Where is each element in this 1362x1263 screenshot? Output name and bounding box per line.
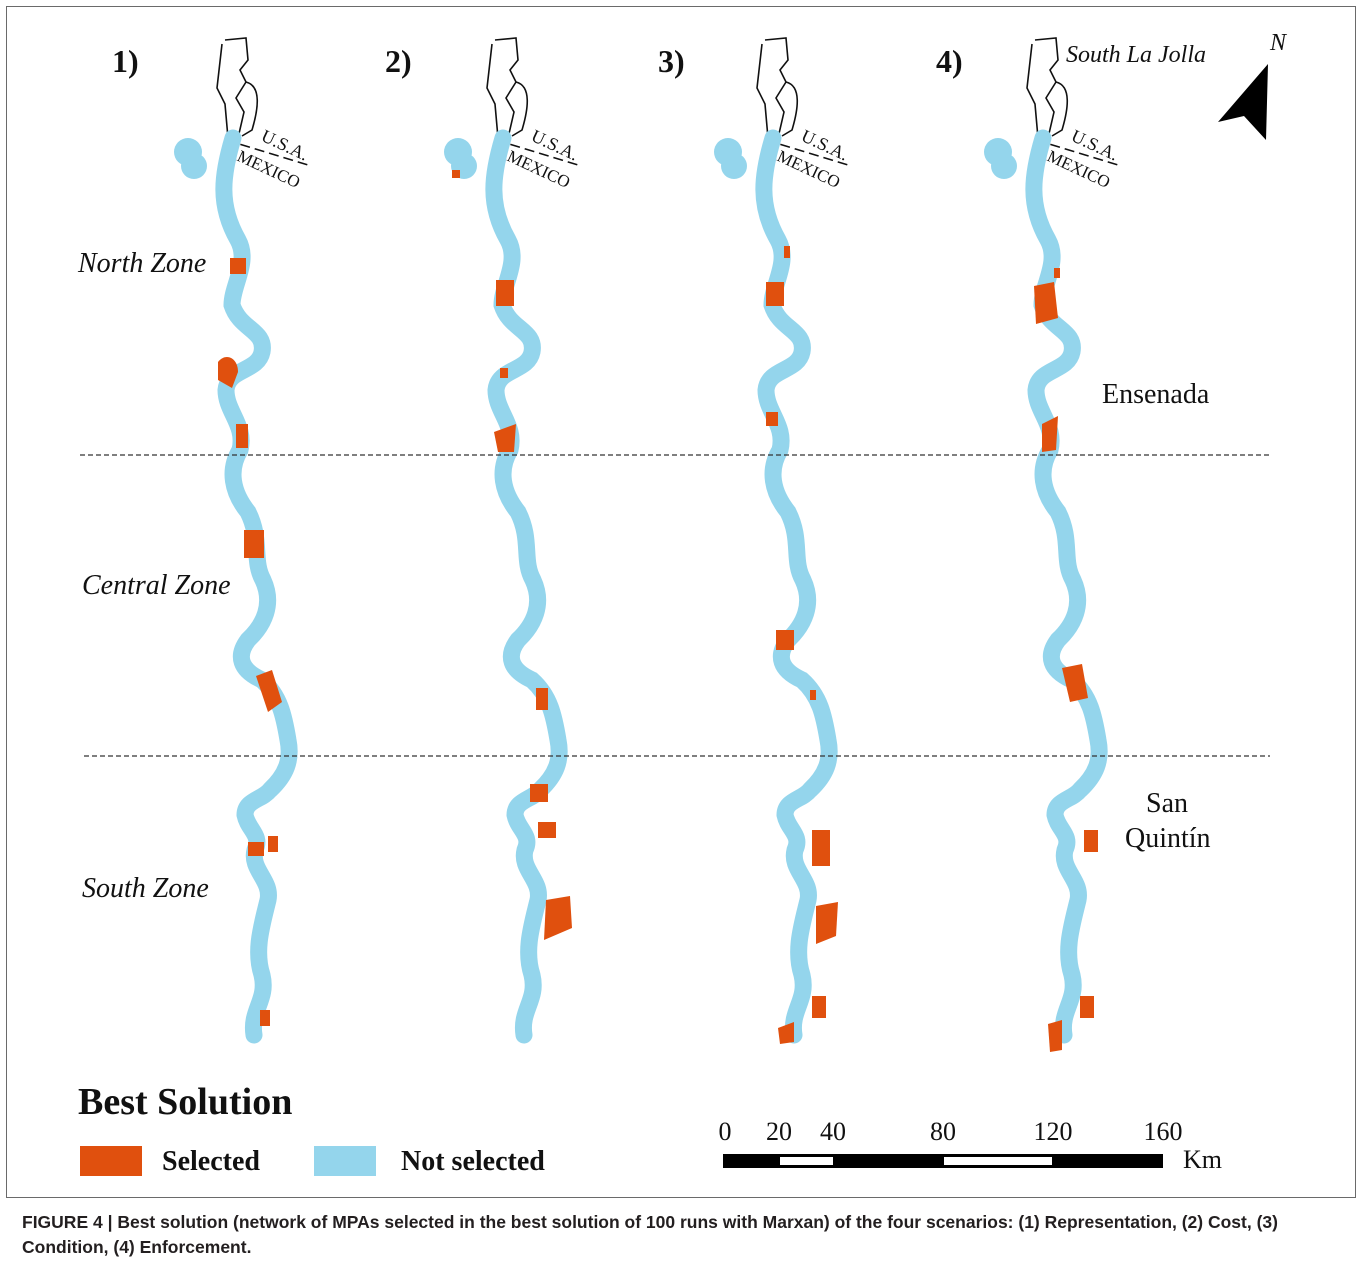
coastline-outline xyxy=(216,37,259,139)
scale-tick-label: 120 xyxy=(1034,1117,1073,1146)
scale-tick-label: 80 xyxy=(930,1117,956,1146)
figure-frame xyxy=(6,6,1356,1198)
panel-label: 4) xyxy=(936,43,963,79)
selected-units xyxy=(1034,268,1098,1052)
scale-tick-label: 0 xyxy=(719,1117,732,1146)
place-label-ensenada: Ensenada xyxy=(1102,379,1210,410)
legend-label-not-selected: Not selected xyxy=(401,1146,545,1177)
coastline-outline xyxy=(1026,37,1069,139)
panel-label: 3) xyxy=(658,43,685,79)
scale-bar: 0 20 40 80 120 160 Km xyxy=(719,1117,1223,1174)
zone-label-north: North Zone xyxy=(77,248,206,279)
place-label-quintin: Quintín xyxy=(1125,823,1211,854)
selected-units xyxy=(218,258,282,1026)
legend: Best Solution Selected Not selected xyxy=(78,1081,545,1177)
zone-label-central: Central Zone xyxy=(82,570,231,601)
not-selected-strip xyxy=(1034,138,1099,1035)
place-label-south-la-jolla: South La Jolla xyxy=(1066,42,1206,68)
selected-units xyxy=(766,246,838,1044)
map-panel-4: 4) U.S.A. MEXICO xyxy=(936,37,1122,1052)
scale-tick-label: 20 xyxy=(766,1117,792,1146)
scale-tick-label: 40 xyxy=(820,1117,846,1146)
scale-unit: Km xyxy=(1183,1145,1222,1174)
legend-swatch-not-selected xyxy=(314,1146,376,1176)
north-arrow-icon xyxy=(1218,64,1268,140)
map-panel-2: 2) U.S.A. MEXICO xyxy=(385,37,582,1035)
zone-label-south: South Zone xyxy=(82,873,209,904)
legend-label-selected: Selected xyxy=(162,1146,260,1177)
scale-segment xyxy=(944,1157,1052,1165)
place-label-san: San xyxy=(1146,788,1188,819)
panel-label: 2) xyxy=(385,43,412,79)
scale-segment xyxy=(780,1157,833,1165)
scale-tick-label: 160 xyxy=(1144,1117,1183,1146)
figure-caption: FIGURE 4 | Best solution (network of MPA… xyxy=(22,1212,1278,1257)
selected-units xyxy=(452,170,572,940)
map-panel-3: 3) U.S.A. MEXICO xyxy=(658,37,852,1044)
not-selected-strip xyxy=(764,138,829,1035)
island-marker xyxy=(181,153,207,179)
north-arrow: N xyxy=(1218,30,1288,140)
panel-label: 1) xyxy=(112,43,139,79)
legend-swatch-selected xyxy=(80,1146,142,1176)
island-marker xyxy=(991,153,1017,179)
coastline-outline xyxy=(756,37,799,139)
island-marker xyxy=(721,153,747,179)
north-arrow-label: N xyxy=(1269,30,1288,56)
legend-title: Best Solution xyxy=(78,1081,292,1123)
mpa-map: 1) U.S.A. MEXICO 2) U.S.A. xyxy=(77,30,1288,1177)
coastline-outline xyxy=(486,37,529,139)
